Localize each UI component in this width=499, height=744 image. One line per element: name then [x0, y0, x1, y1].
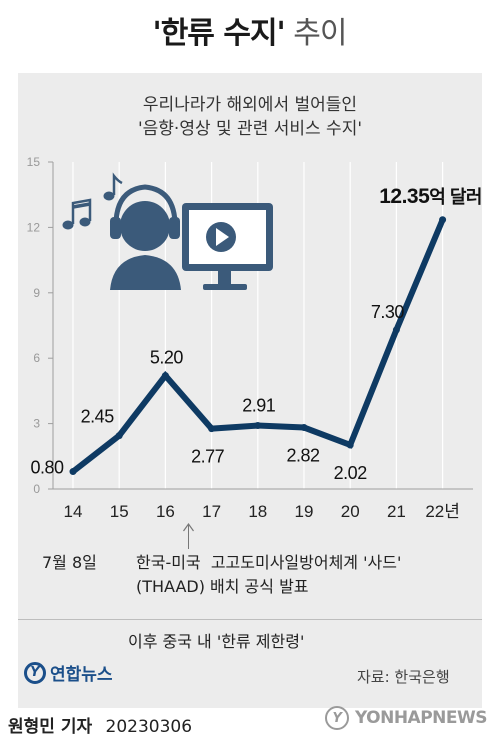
data-label: 2.45: [81, 407, 115, 427]
byline-name: 원형민 기자: [8, 717, 93, 737]
title-bold: '한류 수지': [152, 16, 286, 51]
x-tick-label: 16: [156, 502, 175, 521]
data-point: [439, 216, 447, 224]
chart-title: '한류 수지' 추이: [0, 14, 499, 54]
data-label-value: 12.35: [379, 185, 430, 208]
data-point: [161, 372, 169, 380]
event-annotation: 7월 8일 한국-미국 고고도미사일방어체계 '사드' (THAAD) 배치 공…: [24, 551, 482, 599]
title-light: 추이: [293, 16, 347, 51]
chart-panel: 0 3 6 9 12 15: [18, 73, 482, 708]
yonhap-logo-icon: Y: [24, 661, 46, 684]
data-label: 2.82: [286, 446, 320, 466]
divider: [18, 619, 482, 620]
x-tick-label: 14: [64, 502, 83, 521]
x-tick-label: 17: [202, 502, 221, 521]
watermark-text: YONHAPNEWS: [354, 708, 488, 728]
data-label: 5.20: [150, 348, 184, 368]
data-point: [115, 432, 123, 440]
data-label: 2.77: [191, 447, 225, 467]
person-headphones-icon: [110, 184, 181, 290]
y-tick-label: 9: [33, 286, 40, 300]
data-point: [300, 424, 308, 432]
data-label: 2.91: [242, 396, 276, 416]
yonhap-logo: Y 연합뉴스: [24, 660, 113, 685]
byline: 원형민 기자 20230306: [8, 712, 192, 737]
x-tick-label: 18: [248, 502, 267, 521]
data-labels: 0.80 2.45 5.20 2.77 2.91 2.82 2.02 7.30 12.35억 달…: [30, 185, 482, 483]
illustration: [62, 172, 273, 290]
x-tick-label: 22년: [425, 502, 460, 521]
y-axis-ticks: 0 3 6 9 12 15: [27, 155, 53, 496]
source-note: 자료: 한국은행: [357, 668, 450, 686]
data-label-unit: 억 달러: [429, 187, 482, 207]
monitor-icon: [182, 203, 273, 290]
data-line-layer: [69, 216, 447, 476]
annotation-line: (THAAD) 배치 공식 발표: [136, 577, 309, 596]
watermark: Y YONHAPNEWS: [324, 706, 488, 730]
chart-subtitle: 우리나라가 해외에서 벌어들인 '음향·영상 및 관련 서비스 수지': [18, 93, 482, 141]
event-marker-icon: [183, 522, 194, 532]
data-point: [254, 422, 262, 430]
data-point: [392, 326, 400, 334]
data-point: [208, 425, 216, 433]
x-tick-label: 19: [295, 502, 314, 521]
x-axis-labels: 14 15 16 17 18 19 20 21 22년: [64, 502, 460, 549]
data-label: 2.02: [334, 463, 368, 483]
watermark-logo-icon: Y: [324, 706, 349, 730]
data-label: 0.80: [30, 458, 64, 478]
x-tick-label: 21: [387, 502, 406, 521]
y-tick-label: 0: [33, 482, 40, 496]
annotation-followup: 이후 중국 내 '한류 제한령': [128, 632, 305, 651]
y-tick-label: 6: [33, 351, 40, 365]
y-tick-label: 3: [33, 417, 40, 431]
x-tick-label: 15: [110, 502, 129, 521]
byline-date: 20230306: [105, 717, 193, 737]
logo-text: 연합뉴스: [50, 665, 113, 685]
music-note-icon: [103, 172, 123, 201]
music-note-icon: [62, 198, 92, 230]
y-tick-label: 12: [27, 220, 41, 234]
y-tick-label: 15: [27, 155, 41, 169]
subtitle-line: 우리나라가 해외에서 벌어들인: [142, 95, 358, 115]
data-label: 7.30: [371, 302, 405, 322]
line-chart: 0 3 6 9 12 15: [27, 155, 482, 549]
x-tick-label: 20: [341, 502, 360, 521]
data-point: [69, 468, 77, 476]
annotation-line: 한국-미국 고고도미사일방어체계 '사드': [136, 553, 402, 572]
subtitle-line: '음향·영상 및 관련 서비스 수지': [137, 119, 363, 139]
data-point: [346, 441, 354, 449]
data-label: 12.35억 달러: [379, 185, 482, 208]
annotation-date: 7월 8일: [42, 553, 97, 572]
